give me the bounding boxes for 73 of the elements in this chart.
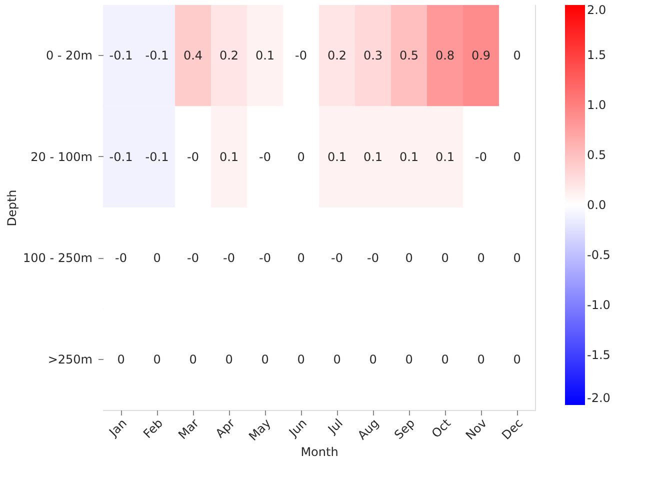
color-bar-label: -1.5 (587, 348, 610, 362)
color-bar-label: 2.0 (587, 3, 606, 17)
data-label: 0 (297, 251, 305, 266)
color-bar-label: -0.5 (587, 248, 610, 262)
color-bar-label: 1.0 (587, 98, 606, 112)
data-label: -0.1 (145, 150, 169, 164)
data-label: -0.1 (145, 48, 169, 63)
y-axis-title: Depth (5, 190, 20, 226)
data-label: 0.1 (399, 150, 419, 164)
data-label: -0 (115, 251, 127, 266)
data-label: 0 (117, 352, 125, 366)
data-label: -0 (259, 251, 271, 266)
data-label: 0 (477, 352, 485, 366)
data-label: 0.8 (435, 48, 455, 63)
data-label: 0 (405, 352, 413, 366)
data-label: 0 (189, 352, 197, 366)
x-tick-label: Dec (499, 416, 526, 442)
data-label: 0.1 (435, 150, 455, 164)
y-tick-label: >250m (48, 352, 92, 366)
data-label: 0 (441, 251, 449, 266)
x-tick-label: Jun (286, 416, 310, 440)
data-label: 0 (513, 251, 521, 266)
data-label: 0 (261, 352, 269, 366)
color-bar-label: 1.5 (587, 48, 606, 62)
x-tick-label: Mar (176, 416, 202, 442)
color-bar-label: -2.0 (587, 391, 610, 405)
x-tick-label: Oct (428, 416, 454, 441)
x-tick-label: Feb (140, 416, 166, 442)
data-label: 0 (405, 251, 413, 266)
data-label: 0 (297, 352, 305, 366)
data-label: -0 (259, 150, 271, 164)
data-label: -0 (187, 251, 199, 266)
color-bar-label: -1.0 (587, 298, 610, 312)
x-tick-label: Apr (212, 416, 238, 441)
data-label: 0 (477, 251, 485, 266)
data-label: -0 (367, 251, 379, 266)
data-label: 0 (513, 48, 521, 63)
data-label: 0.1 (327, 150, 347, 164)
data-label: 0 (513, 150, 521, 164)
data-label: 0 (297, 150, 305, 164)
data-label: -0.1 (109, 150, 133, 164)
data-label: 0 (333, 352, 341, 366)
data-label: 0.4 (183, 48, 203, 63)
data-label: 0.3 (363, 48, 383, 63)
data-label: 0 (513, 352, 521, 366)
data-label: 0 (441, 352, 449, 366)
data-label: 0.9 (471, 48, 491, 63)
data-label: -0 (331, 251, 343, 266)
x-tick-label: Jul (324, 416, 346, 437)
data-label: -0 (223, 251, 235, 266)
data-label: 0 (225, 352, 233, 366)
data-label: 0.5 (399, 48, 419, 63)
color-bar-label: 0.0 (587, 198, 606, 212)
y-tick-label: 100 - 250m (23, 251, 92, 266)
data-label: 0.2 (219, 48, 239, 63)
color-bar-label: 0.5 (587, 148, 606, 162)
data-label: 0.1 (255, 48, 275, 63)
data-label: -0 (187, 150, 199, 164)
data-label: -0 (475, 150, 487, 164)
x-tick-label: Jan (106, 416, 130, 440)
data-label: 0.1 (219, 150, 239, 164)
data-label: 0 (369, 352, 377, 366)
x-tick-label: Sep (392, 416, 418, 442)
data-label: 0.1 (363, 150, 383, 164)
y-tick-label: 20 - 100m (30, 150, 92, 164)
data-label: -0.1 (109, 48, 133, 63)
data-label: -0 (295, 48, 307, 63)
data-label: 0 (153, 352, 161, 366)
x-tick-label: Nov (463, 416, 490, 443)
x-axis-title: Month (300, 444, 338, 459)
data-label: 0 (153, 251, 161, 266)
y-tick-label: 0 - 20m (46, 48, 92, 63)
data-label: 0.2 (327, 48, 347, 63)
